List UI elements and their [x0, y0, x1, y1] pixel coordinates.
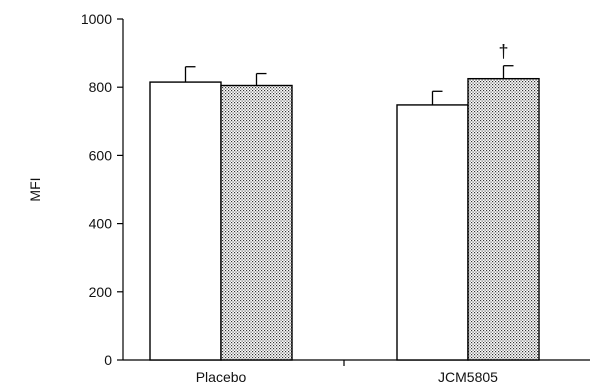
bar-Placebo-series-1	[220, 84, 293, 361]
bar-Placebo-series-0	[149, 81, 222, 361]
bar-JCM5805-series-1	[467, 77, 540, 361]
annotation-dagger: †	[498, 42, 508, 62]
y-tick-label-200: 200	[89, 284, 113, 300]
y-tick-label-0: 0	[104, 352, 112, 368]
x-category-label-Placebo: Placebo	[196, 369, 247, 385]
y-tick-label-800: 800	[89, 79, 113, 95]
bar-JCM5805-series-0	[396, 104, 469, 361]
y-tick-label-400: 400	[89, 216, 113, 232]
y-tick-label-1000: 1000	[81, 11, 112, 27]
x-category-label-JCM5805: JCM5805	[438, 369, 498, 385]
y-tick-label-600: 600	[89, 147, 113, 163]
y-axis-title: MFI	[27, 177, 43, 201]
